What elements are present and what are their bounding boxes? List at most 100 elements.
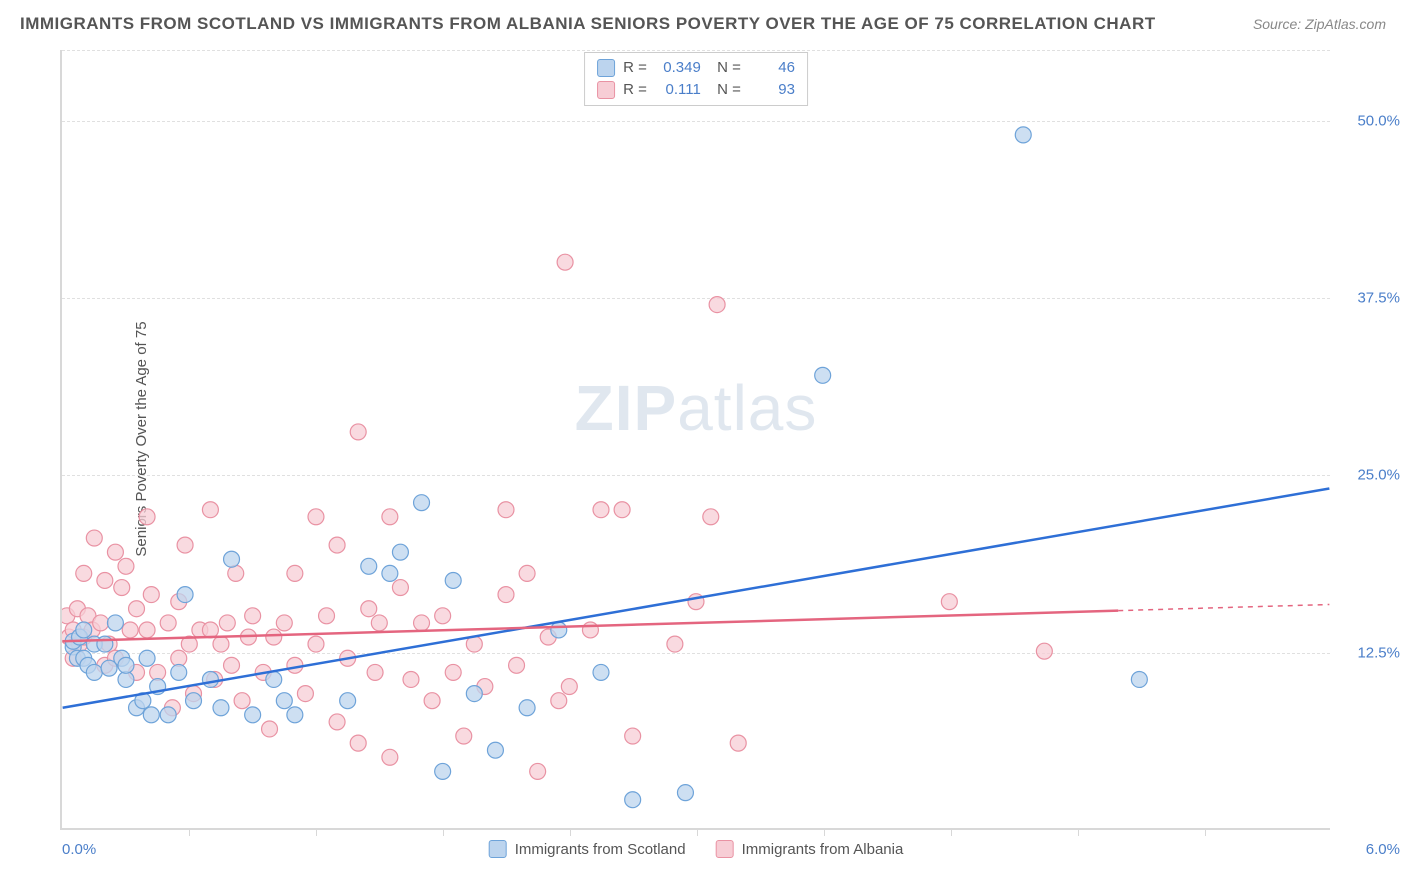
- scatter-point: [76, 622, 92, 638]
- legend-item: Immigrants from Scotland: [489, 840, 686, 858]
- scatter-point: [519, 700, 535, 716]
- scatter-point: [219, 615, 235, 631]
- scatter-point: [414, 495, 430, 511]
- trend-line-dashed: [1118, 605, 1329, 611]
- y-tick-label: 25.0%: [1340, 467, 1400, 484]
- x-tick: [1078, 828, 1079, 836]
- scatter-point: [350, 424, 366, 440]
- y-tick-label: 37.5%: [1340, 290, 1400, 307]
- scatter-point: [367, 664, 383, 680]
- scatter-point: [129, 601, 145, 617]
- scatter-point: [382, 749, 398, 765]
- swatch-series-1: [716, 840, 734, 858]
- scatter-point: [76, 565, 92, 581]
- scatter-point: [403, 671, 419, 687]
- scatter-point: [202, 622, 218, 638]
- scatter-point: [941, 594, 957, 610]
- scatter-point: [143, 707, 159, 723]
- scatter-point: [143, 587, 159, 603]
- scatter-point: [361, 558, 377, 574]
- scatter-point: [266, 671, 282, 687]
- scatter-point: [625, 728, 641, 744]
- x-tick: [951, 828, 952, 836]
- scatter-point: [266, 629, 282, 645]
- scatter-point: [456, 728, 472, 744]
- scatter-point: [93, 615, 109, 631]
- r-label: R =: [623, 57, 647, 79]
- legend-label-1: Immigrants from Albania: [742, 841, 904, 858]
- x-tick: [1205, 828, 1206, 836]
- scatter-point: [114, 580, 130, 596]
- n-label: N =: [709, 79, 741, 101]
- scatter-point: [276, 615, 292, 631]
- scatter-point: [561, 679, 577, 695]
- stats-legend: R = 0.349 N = 46 R = 0.111 N = 93: [584, 52, 808, 106]
- r-value-0: 0.349: [655, 57, 701, 79]
- scatter-point: [582, 622, 598, 638]
- scatter-point: [308, 636, 324, 652]
- n-value-1: 93: [749, 79, 795, 101]
- scatter-point: [487, 742, 503, 758]
- swatch-series-0: [489, 840, 507, 858]
- scatter-point: [340, 693, 356, 709]
- x-axis-min-label: 0.0%: [62, 841, 96, 858]
- n-label: N =: [709, 57, 741, 79]
- scatter-point: [202, 502, 218, 518]
- scatter-point: [245, 608, 261, 624]
- swatch-series-1: [597, 81, 615, 99]
- scatter-point: [414, 615, 430, 631]
- scatter-point: [319, 608, 335, 624]
- scatter-point: [329, 537, 345, 553]
- scatter-point: [361, 601, 377, 617]
- source-label: Source: ZipAtlas.com: [1253, 16, 1386, 32]
- scatter-point: [625, 792, 641, 808]
- x-tick: [189, 828, 190, 836]
- scatter-point: [177, 537, 193, 553]
- scatter-point: [392, 580, 408, 596]
- x-tick: [697, 828, 698, 836]
- scatter-point: [815, 367, 831, 383]
- scatter-point: [445, 572, 461, 588]
- scatter-point: [593, 502, 609, 518]
- scatter-point: [593, 664, 609, 680]
- r-label: R =: [623, 79, 647, 101]
- stats-row: R = 0.349 N = 46: [597, 57, 795, 79]
- scatter-point: [287, 657, 303, 673]
- scatter-point: [551, 622, 567, 638]
- scatter-point: [435, 763, 451, 779]
- scatter-point: [287, 707, 303, 723]
- x-axis-max-label: 6.0%: [1366, 841, 1400, 858]
- scatter-point: [382, 509, 398, 525]
- y-tick-label: 12.5%: [1340, 644, 1400, 661]
- scatter-point: [213, 700, 229, 716]
- scatter-point: [392, 544, 408, 560]
- scatter-point: [614, 502, 630, 518]
- scatter-point: [498, 587, 514, 603]
- swatch-series-0: [597, 59, 615, 77]
- scatter-point: [234, 693, 250, 709]
- scatter-point: [107, 615, 123, 631]
- scatter-point: [118, 657, 134, 673]
- scatter-point: [709, 297, 725, 313]
- scatter-point: [107, 544, 123, 560]
- n-value-0: 46: [749, 57, 795, 79]
- scatter-point: [1131, 671, 1147, 687]
- scatter-point: [276, 693, 292, 709]
- series-legend: Immigrants from Scotland Immigrants from…: [489, 840, 904, 858]
- y-tick-label: 50.0%: [1340, 112, 1400, 129]
- scatter-point: [224, 551, 240, 567]
- r-value-1: 0.111: [655, 79, 701, 101]
- scatter-point: [245, 707, 261, 723]
- scatter-point: [97, 572, 113, 588]
- x-tick: [570, 828, 571, 836]
- scatter-point: [160, 707, 176, 723]
- scatter-point: [519, 565, 535, 581]
- scatter-point: [308, 509, 324, 525]
- scatter-point: [202, 671, 218, 687]
- scatter-point: [498, 502, 514, 518]
- stats-row: R = 0.111 N = 93: [597, 79, 795, 101]
- scatter-point: [122, 622, 138, 638]
- scatter-point: [557, 254, 573, 270]
- scatter-point: [86, 530, 102, 546]
- scatter-point: [551, 693, 567, 709]
